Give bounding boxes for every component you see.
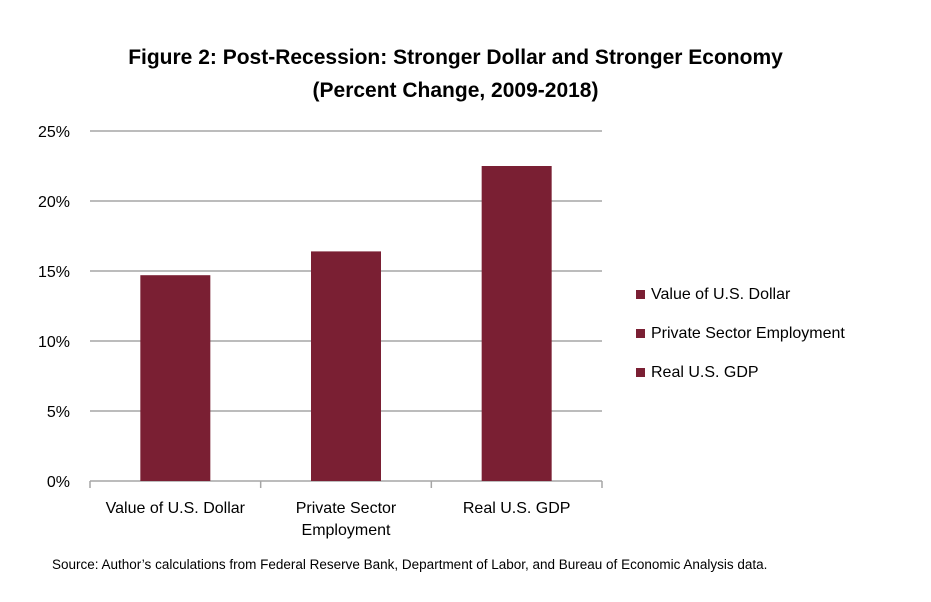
legend-swatch [636, 368, 645, 377]
y-tick-label: 0% [47, 474, 70, 491]
x-tick-label: Real U.S. GDP [463, 500, 571, 517]
y-tick-label: 5% [47, 404, 70, 421]
legend-swatch [636, 290, 645, 299]
x-tick-label: Private Sector [296, 500, 397, 517]
source-note: Source: Author’s calculations from Feder… [52, 557, 768, 572]
bar [140, 275, 211, 481]
chart-subtitle: (Percent Change, 2009-2018) [312, 79, 599, 102]
bar [481, 166, 552, 481]
bar [311, 251, 381, 481]
y-tick-label: 25% [38, 124, 70, 141]
y-tick-label: 10% [38, 334, 70, 351]
chart-legend: Value of U.S. Dollar Private Sector Emplo… [636, 282, 845, 399]
chart-title: Figure 2: Post-Recession: Stronger Dolla… [128, 46, 783, 69]
legend-item: Private Sector Employment [636, 321, 845, 346]
legend-label: Real U.S. GDP [651, 363, 759, 381]
legend-item: Value of U.S. Dollar [636, 282, 845, 307]
legend-swatch [636, 329, 645, 338]
legend-label: Value of U.S. Dollar [651, 285, 791, 303]
y-tick-label: 20% [38, 194, 70, 211]
x-tick-label: Employment [302, 522, 391, 539]
legend-item: Real U.S. GDP [636, 360, 845, 385]
x-tick-label: Value of U.S. Dollar [106, 500, 246, 517]
y-tick-label: 15% [38, 264, 70, 281]
legend-label: Private Sector Employment [651, 324, 845, 342]
